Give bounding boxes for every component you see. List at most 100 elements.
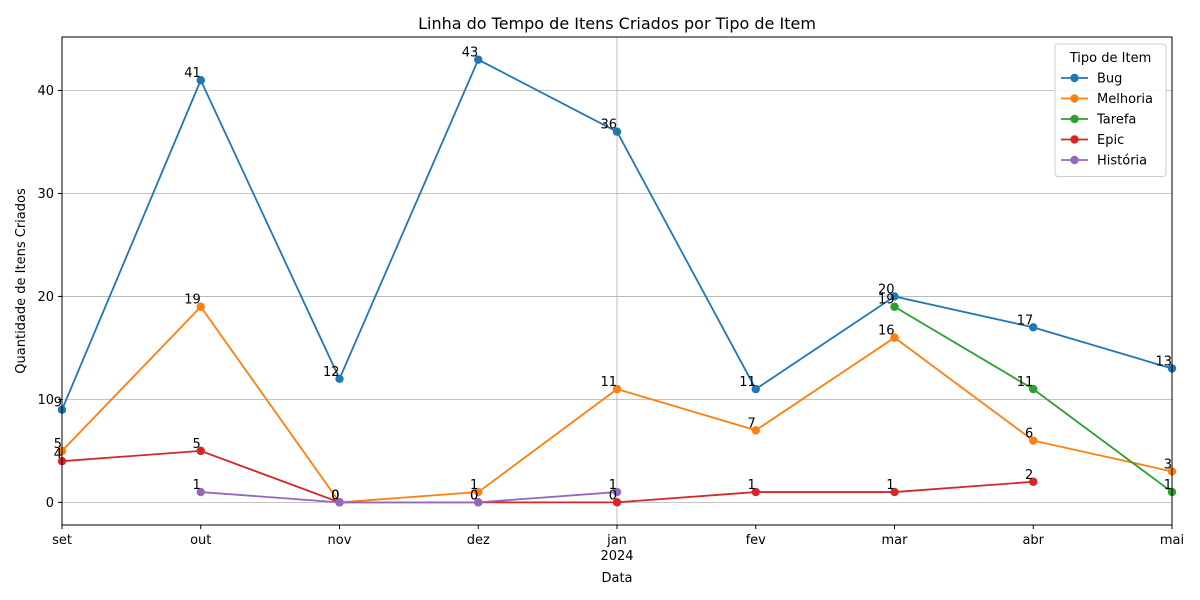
x-tick-label: set	[52, 533, 72, 548]
data-point	[612, 498, 622, 507]
data-label: 0	[331, 488, 339, 503]
x-tick-label: abr	[1022, 533, 1044, 548]
data-label: 13	[1155, 355, 1172, 370]
data-label: 1	[609, 478, 617, 493]
data-point	[890, 302, 899, 311]
y-tick-label: 10	[37, 393, 54, 408]
data-label: 0	[331, 488, 339, 503]
legend-marker	[1070, 135, 1079, 144]
data-label: 5	[54, 437, 62, 452]
data-label: 11	[739, 375, 756, 390]
legend-entry-tarefa: Tarefa	[1061, 113, 1136, 128]
data-label: 41	[184, 66, 201, 81]
data-label: 1	[886, 478, 894, 493]
legend-entry-melhoria: Melhoria	[1061, 92, 1153, 107]
x-tick-label: mai	[1160, 533, 1184, 548]
legend-label: Melhoria	[1097, 92, 1153, 107]
data-label: 1	[470, 478, 478, 493]
data-point	[612, 127, 622, 136]
data-label: 9	[54, 396, 62, 411]
legend-label: Tarefa	[1096, 113, 1136, 128]
legend-entry-história: História	[1061, 154, 1147, 169]
x-axis-label: Data	[601, 571, 632, 586]
data-point	[1029, 477, 1038, 486]
data-label: 11	[600, 375, 617, 390]
x-year-label: 2024	[600, 549, 633, 564]
data-label: 2	[1025, 468, 1033, 483]
legend-marker	[1070, 94, 1079, 103]
x-tick-label: fev	[746, 533, 767, 548]
data-point	[1029, 384, 1038, 394]
data-point	[1029, 323, 1038, 332]
data-label: 4	[54, 447, 62, 462]
y-tick-label: 40	[37, 84, 54, 99]
data-label: 3	[1164, 457, 1172, 472]
data-point	[474, 487, 483, 497]
data-label: 20	[878, 282, 895, 297]
grid-lines	[62, 37, 1172, 525]
series-melhoria	[57, 302, 1177, 507]
data-point	[196, 487, 205, 497]
legend-label: Bug	[1097, 72, 1122, 87]
data-point	[196, 76, 205, 85]
legend-marker	[1070, 114, 1079, 124]
legend-label: História	[1097, 154, 1147, 169]
data-label: 7	[747, 416, 755, 431]
data-point	[890, 292, 899, 301]
data-point	[474, 498, 483, 507]
legend: Tipo de Item Bug Melhoria Tarefa Epic Históri…	[1054, 43, 1167, 177]
chart-title: Linha do Tempo de Itens Criados por Tipo…	[418, 14, 816, 33]
y-tick-label: 30	[37, 187, 54, 202]
data-point	[751, 384, 760, 394]
data-label: 6	[1025, 427, 1033, 442]
data-point	[751, 426, 760, 435]
series-line	[200, 491, 618, 504]
x-tick-label: out	[190, 533, 211, 548]
series-bug	[57, 55, 1177, 414]
series-história	[196, 487, 622, 507]
x-tick-label: jan	[606, 533, 627, 548]
series-line	[61, 449, 1034, 504]
data-point	[1029, 436, 1038, 445]
data-point	[890, 487, 899, 497]
legend-label: Epic	[1097, 133, 1124, 148]
data-point	[335, 498, 344, 507]
data-point	[890, 333, 899, 342]
legend-title: Tipo de Item	[1069, 51, 1151, 66]
data-label: 43	[462, 46, 479, 61]
legend-marker	[1070, 155, 1079, 165]
data-label: 0	[470, 488, 478, 503]
data-label: 19	[184, 293, 201, 308]
x-tick-label: nov	[328, 533, 352, 548]
legend-entry-epic: Epic	[1061, 133, 1124, 148]
data-point	[196, 446, 205, 456]
data-point	[751, 487, 760, 497]
data-label: 16	[878, 324, 895, 339]
data-label: 19	[878, 293, 895, 308]
data-label: 1	[192, 478, 200, 493]
series-tarefa	[890, 302, 1177, 497]
data-label: 1	[747, 478, 755, 493]
y-tick-label: 20	[37, 290, 54, 305]
legend-marker	[1070, 73, 1079, 83]
data-label: 11	[1017, 375, 1034, 390]
y-tick-label: 0	[46, 496, 54, 511]
data-label: 12	[323, 365, 340, 380]
data-point	[196, 302, 205, 311]
data-label: 0	[331, 488, 339, 503]
data-point	[612, 384, 622, 394]
series-layer	[57, 55, 1177, 507]
y-axis-label: Quantidade de Itens Criados	[14, 188, 29, 374]
x-axis: set out nov dez jan fev mar abr mai 2024	[52, 525, 1184, 564]
data-label: 0	[609, 488, 617, 503]
data-point	[335, 374, 344, 384]
data-point	[474, 55, 483, 64]
data-label: 1	[1164, 478, 1172, 493]
x-tick-label: mar	[882, 533, 909, 548]
data-label: 0	[470, 488, 478, 503]
data-point	[612, 487, 622, 497]
legend-entry-bug: Bug	[1061, 72, 1122, 87]
